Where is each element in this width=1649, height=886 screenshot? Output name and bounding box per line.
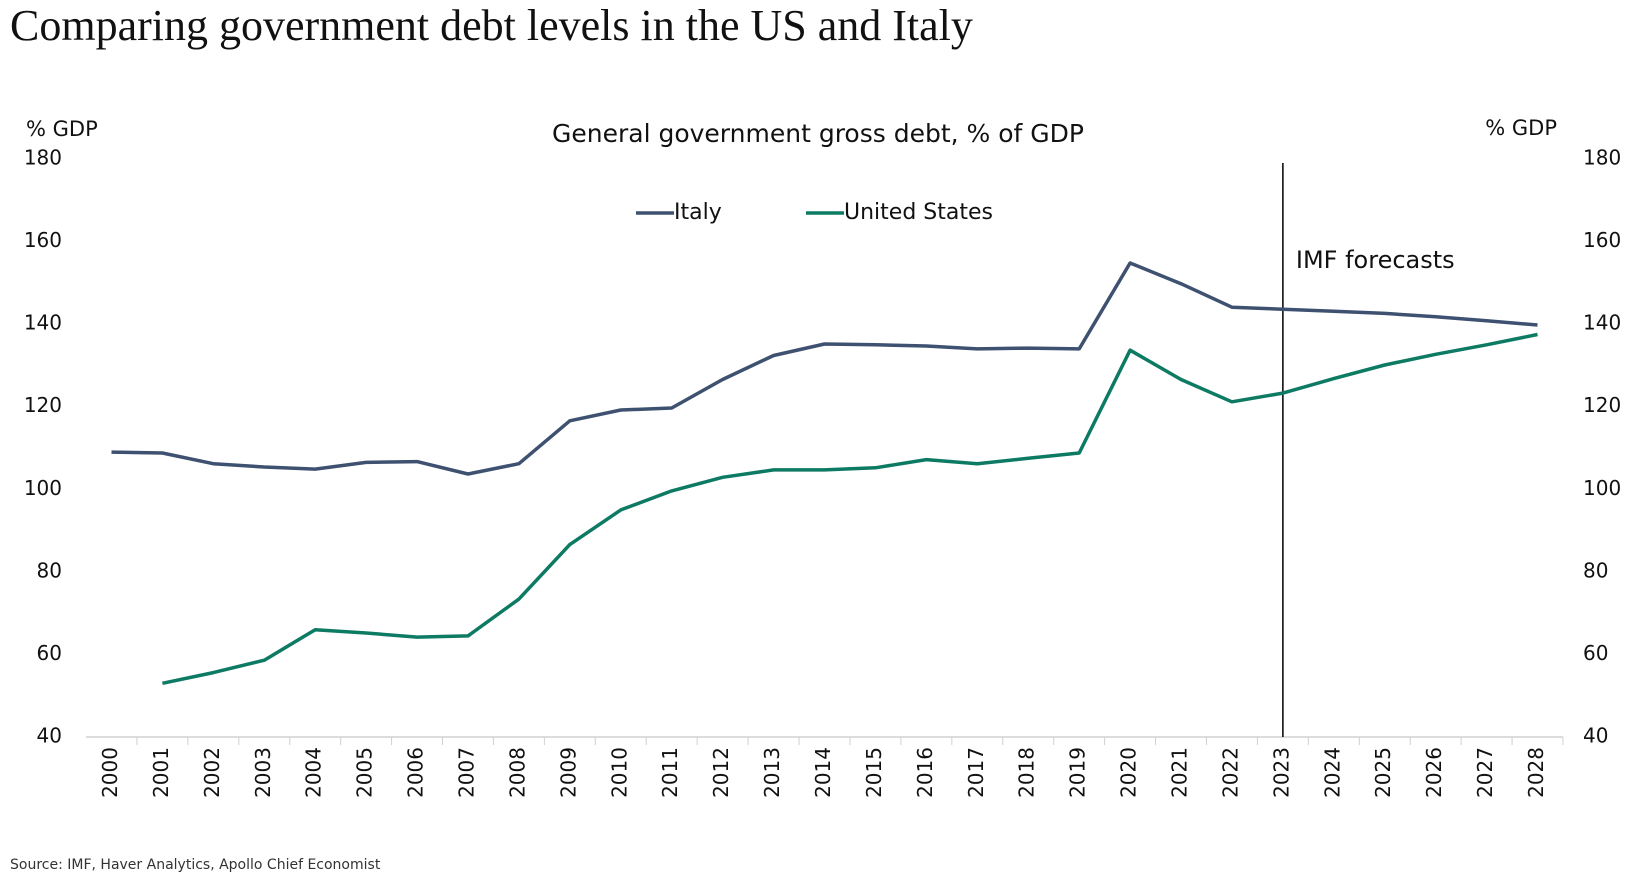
x-tick-label: 2015	[862, 747, 886, 798]
y-tick-label: 80	[37, 558, 62, 582]
source: Source: IMF, Haver Analytics, Apollo Chi…	[10, 857, 381, 873]
x-tick-label: 2004	[302, 747, 326, 798]
y2-tick-label: 80	[1583, 558, 1608, 582]
x-tick-label: 2026	[1422, 747, 1446, 798]
x-tick-label: 2014	[811, 747, 835, 798]
y2-tick-label: 180	[1583, 146, 1621, 170]
x-tick-label: 2007	[454, 747, 478, 798]
x-tick-label: 2024	[1320, 747, 1344, 798]
x-tick-label: 2021	[1168, 747, 1192, 798]
x-tick-label: 2027	[1473, 747, 1497, 798]
x-tick-label: 2010	[607, 747, 631, 798]
y2-tick-label: 100	[1583, 476, 1621, 500]
chart-subtitle: General government gross debt, % of GDP	[552, 119, 1084, 148]
x-tick-label: 2005	[353, 747, 377, 798]
x-tick-label: 2022	[1218, 747, 1242, 798]
legend-label: United States	[844, 200, 993, 225]
x-tick-label: 2002	[200, 747, 224, 798]
x-tick-label: 2016	[913, 747, 937, 798]
y-tick-label: 140	[24, 311, 62, 335]
x-tick-label: 2023	[1269, 747, 1293, 798]
x-tick-label: 2019	[1066, 747, 1090, 798]
annotation: IMF forecasts	[1296, 246, 1455, 274]
y2-tick-label: 140	[1583, 311, 1621, 335]
x-tick-label: 2012	[709, 747, 733, 798]
line-series	[162, 332, 1538, 686]
x-tick-label: 2003	[251, 747, 275, 798]
x-tick-label: 2001	[149, 747, 173, 798]
y2-axis-label: % GDP	[1485, 116, 1557, 140]
line-series	[111, 261, 1538, 476]
x-tick-label: 2009	[556, 747, 580, 798]
x-tick-label: 2013	[760, 747, 784, 798]
y2-tick-label: 120	[1583, 393, 1621, 417]
x-tick-label: 2028	[1524, 747, 1548, 798]
chart-title: Comparing government debt levels in the …	[10, 1, 973, 50]
y-tick-label: 100	[24, 476, 62, 500]
x-tick-label: 2018	[1015, 747, 1039, 798]
y-tick-label: 120	[24, 393, 62, 417]
x-tick-label: 2025	[1371, 747, 1395, 798]
y2-tick-label: 160	[1583, 228, 1621, 252]
legend-label: Italy	[674, 200, 722, 225]
y-tick-label: 60	[37, 641, 62, 665]
y2-tick-label: 40	[1583, 724, 1608, 748]
x-tick-label: 2011	[658, 747, 682, 798]
x-tick-label: 2020	[1117, 747, 1141, 798]
y-tick-label: 180	[24, 146, 62, 170]
y-tick-label: 160	[24, 228, 62, 252]
x-tick-label: 2006	[404, 747, 428, 798]
x-tick-label: 2008	[505, 747, 529, 798]
x-tick-label: 2000	[98, 747, 122, 798]
y2-tick-label: 60	[1583, 641, 1608, 665]
y-tick-label: 40	[37, 724, 62, 748]
x-tick-label: 2017	[964, 747, 988, 798]
y-axis-label: % GDP	[26, 117, 98, 141]
